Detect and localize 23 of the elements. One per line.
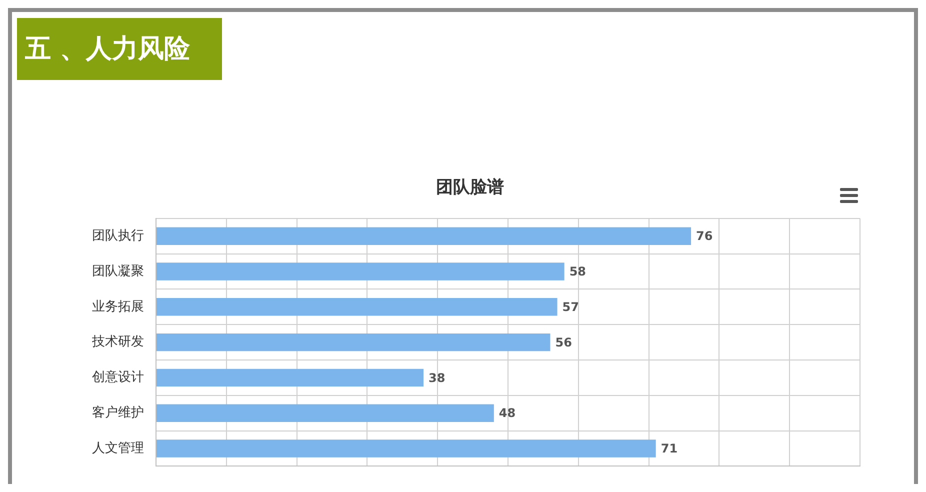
y-tick-label: 客户维护 [92,404,144,420]
bar [156,440,656,458]
y-tick-label: 创意设计 [92,370,144,386]
data-label: 48 [498,406,516,420]
data-label: 57 [562,300,579,314]
y-tick-label: 业务拓展 [92,299,144,314]
data-label: 38 [428,370,446,385]
data-label: 56 [555,335,572,350]
data-label: 76 [696,229,713,244]
chart-subtitle: 五 、人力风险 [17,18,222,80]
chart-title: 团队脸谱 [436,178,504,198]
data-label: 71 [660,442,678,456]
data-label: 58 [569,264,586,279]
bar [156,333,550,352]
y-tick-label: 技术研发 [91,334,144,350]
bar [156,368,424,387]
bar [156,262,564,280]
bar [156,404,494,422]
y-tick-label: 团队执行 [92,228,144,244]
bar [156,298,558,316]
y-tick-label: 团队凝聚 [92,264,144,279]
bar [156,227,692,245]
y-tick-label: 人文管理 [92,440,144,456]
